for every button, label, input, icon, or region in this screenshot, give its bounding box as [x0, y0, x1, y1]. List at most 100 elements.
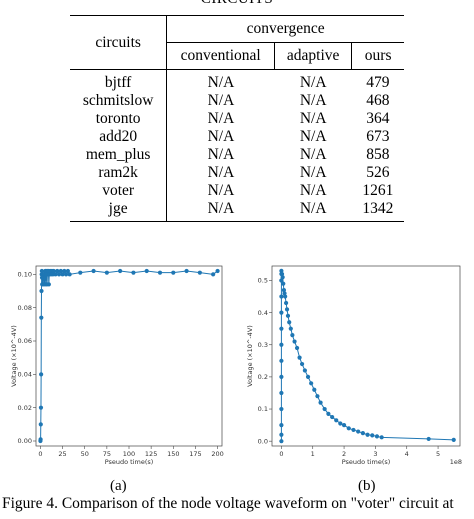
x-tick-label: 25 — [58, 450, 66, 458]
data-point — [46, 282, 51, 287]
data-point — [292, 339, 297, 344]
data-point — [279, 432, 284, 437]
x-tick-label: 100 — [123, 450, 135, 458]
data-point — [197, 270, 202, 275]
table-row: toronto N/A N/A 364 — [70, 110, 404, 128]
subcaption-b: (b) — [358, 478, 376, 494]
y-tick-label: 0.02 — [18, 404, 32, 412]
x-multiplier-label: 1e8 — [450, 458, 462, 466]
y-tick-label: 0.4 — [258, 309, 268, 317]
circuit-name: jge — [70, 200, 167, 222]
circuit-name: toronto — [95, 110, 141, 127]
x-tick-label: 50 — [81, 450, 89, 458]
data-point — [283, 294, 288, 299]
data-point — [285, 313, 291, 318]
data-point — [282, 291, 287, 296]
y-tick-label: 0.00 — [18, 437, 32, 445]
col-header-circuits: circuits — [70, 15, 167, 70]
y-tick-label: 0.10 — [18, 271, 32, 279]
data-point — [284, 300, 289, 306]
sub-header-ours: ours — [351, 42, 404, 70]
data-point — [284, 307, 290, 312]
cell-ours: 526 — [366, 164, 390, 181]
circuit-name: add20 — [99, 128, 138, 145]
data-point — [302, 368, 307, 373]
cell-ours: 479 — [366, 74, 390, 91]
data-point — [171, 270, 176, 275]
data-point — [64, 272, 69, 277]
y-tick-label: 0.04 — [18, 371, 32, 379]
circuit-name: mem_plus — [85, 146, 151, 163]
data-point — [279, 439, 284, 444]
y-tick-label: 0.2 — [258, 373, 268, 381]
data-point — [39, 275, 45, 280]
data-point — [58, 268, 63, 274]
data-point — [322, 406, 327, 412]
sub-header-conventional: conventional — [166, 42, 275, 70]
x-tick-label: 5 — [436, 450, 440, 458]
data-point — [356, 429, 361, 434]
data-point — [279, 374, 284, 379]
figure-caption: Figure 4. Comparison of the node voltage… — [2, 495, 454, 512]
data-point — [279, 268, 284, 273]
cell-ours: 1342 — [351, 200, 404, 222]
x-tick-label: 0 — [279, 450, 283, 458]
data-point — [299, 361, 305, 367]
data-point — [346, 426, 351, 431]
data-point — [38, 405, 44, 410]
x-tick-label: 4 — [405, 450, 409, 458]
x-tick-label: 1 — [311, 450, 315, 458]
data-point — [281, 288, 287, 293]
cell-conventional: N/A — [166, 128, 275, 146]
data-point — [309, 381, 314, 386]
data-point — [279, 294, 284, 299]
data-point — [211, 272, 216, 277]
data-point — [338, 421, 343, 426]
circuit-name: ram2k — [98, 164, 138, 181]
data-point — [67, 272, 72, 277]
table-row: ram2k N/A N/A 526 — [70, 164, 404, 182]
circuit-name: schmitslow — [82, 92, 154, 109]
data-point — [215, 268, 220, 274]
data-point — [379, 435, 384, 440]
x-tick-label: 150 — [167, 450, 179, 458]
cell-conventional: N/A — [166, 110, 275, 128]
data-point — [60, 272, 65, 277]
data-point — [53, 272, 58, 277]
data-point — [297, 355, 302, 360]
data-point — [451, 437, 456, 442]
cell-ours: 364 — [366, 110, 390, 127]
cell-adaptive: N/A — [299, 92, 327, 109]
x-tick-label: 3 — [373, 450, 377, 458]
data-point — [39, 372, 44, 377]
data-point — [305, 374, 311, 379]
data-point — [281, 281, 286, 286]
y-axis-label: Voltage (×10^-4V) — [246, 325, 254, 387]
data-point — [184, 268, 189, 274]
x-axis-label: Pseudo time(s) — [105, 458, 154, 466]
series-line — [39, 269, 218, 442]
cell-adaptive: N/A — [299, 74, 327, 91]
data-point — [157, 270, 163, 275]
data-point — [39, 315, 44, 320]
y-axis-label: Voltage (×10^-4V) — [10, 325, 18, 387]
data-point — [280, 275, 285, 280]
data-point — [334, 418, 339, 423]
table-caption: CIRCUITS — [0, 0, 474, 8]
y-tick-label: 0.06 — [18, 337, 32, 345]
y-tick-label: 0.5 — [258, 277, 268, 285]
data-point — [279, 310, 284, 315]
y-tick-label: 0.0 — [258, 437, 268, 445]
cell-conventional: N/A — [166, 69, 275, 92]
data-point — [38, 422, 43, 427]
data-point — [51, 268, 56, 274]
data-point — [287, 320, 292, 325]
data-point — [279, 358, 284, 363]
data-point — [91, 268, 96, 274]
data-point — [290, 333, 295, 338]
circuit-name: bjtff — [104, 74, 132, 91]
data-point — [315, 394, 320, 399]
data-point — [118, 268, 123, 274]
data-point — [56, 272, 62, 277]
chart-b: 0 1 2 3 4 5 0.0 0.1 0.2 0.3 0.4 0.5 Pseudo time(s) Vo… — [246, 265, 462, 466]
